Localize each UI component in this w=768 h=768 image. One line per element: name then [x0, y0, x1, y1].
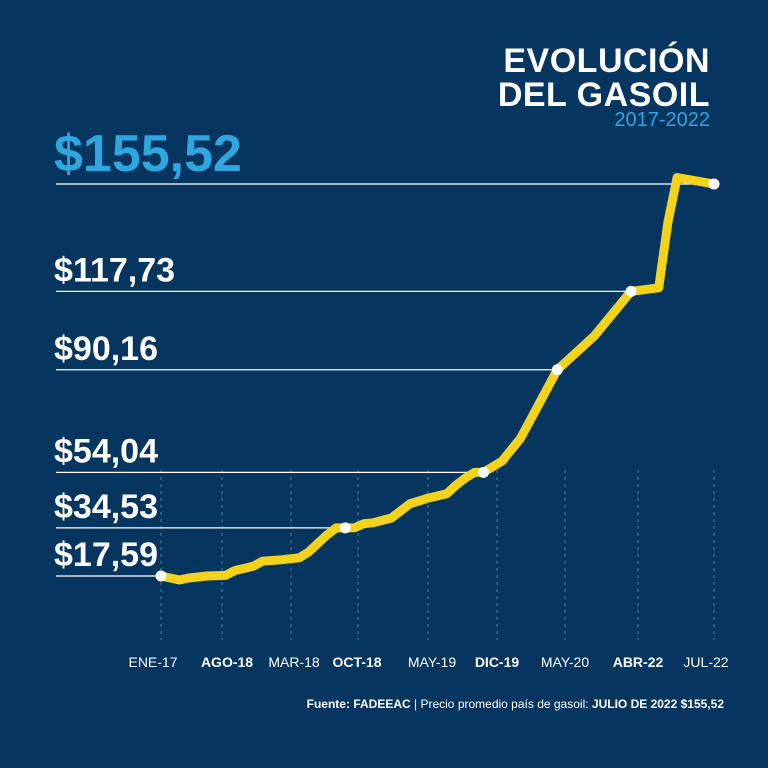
value-label: $17,59	[54, 536, 158, 574]
source-highlight: JULIO DE 2022 $155,52	[591, 697, 724, 711]
source-description: Precio promedio país de gasoil:	[420, 697, 589, 711]
x-tick-label: OCT-18	[332, 654, 381, 670]
value-label: $90,16	[54, 330, 158, 368]
value-label: $54,04	[54, 432, 158, 470]
source-separator: |	[414, 697, 418, 711]
source-note: Fuente: FADEEAC | Precio promedio país d…	[307, 696, 724, 712]
data-point-marker	[478, 466, 490, 478]
data-point-marker	[155, 570, 167, 582]
x-tick-label: DIC-19	[475, 654, 520, 670]
x-tick-label: MAR-18	[268, 654, 320, 670]
subtitle: 2017-2022	[614, 109, 710, 131]
x-tick-label: AGO-18	[201, 654, 253, 670]
source-label: Fuente:	[306, 697, 350, 711]
value-label: $155,52	[54, 125, 242, 183]
annotation-markers	[155, 178, 720, 582]
x-tick-label: MAY-20	[541, 654, 589, 670]
x-tick-label: MAY-19	[408, 654, 456, 670]
source-name: FADEEAC	[353, 697, 411, 711]
series-path-gasoil	[156, 173, 719, 585]
series-line	[156, 173, 719, 585]
data-point-marker	[551, 364, 563, 376]
value-labels: $17,59 $34,53 $54,04 $90,16 $117,73 $155,52	[54, 125, 242, 574]
x-tick-labels: ENE-17 AGO-18 MAR-18 OCT-18 MAY-19 DIC-19 MAY-…	[128, 654, 728, 670]
data-point-marker	[625, 285, 637, 297]
title: EVOLUCIÓN DEL GASOIL	[498, 44, 710, 112]
data-point-marker	[708, 178, 720, 190]
data-point-marker	[339, 522, 351, 534]
x-tick-label: ENE-17	[128, 654, 177, 670]
value-label: $117,73	[54, 251, 175, 289]
x-tick-label: ABR-22	[613, 654, 664, 670]
title-line-2: DEL GASOIL	[497, 76, 710, 114]
value-label: $34,53	[54, 488, 158, 526]
title-line-1: EVOLUCIÓN	[503, 42, 710, 80]
x-tick-label: JUL-22	[683, 654, 728, 670]
value-gridlines	[56, 183, 714, 577]
